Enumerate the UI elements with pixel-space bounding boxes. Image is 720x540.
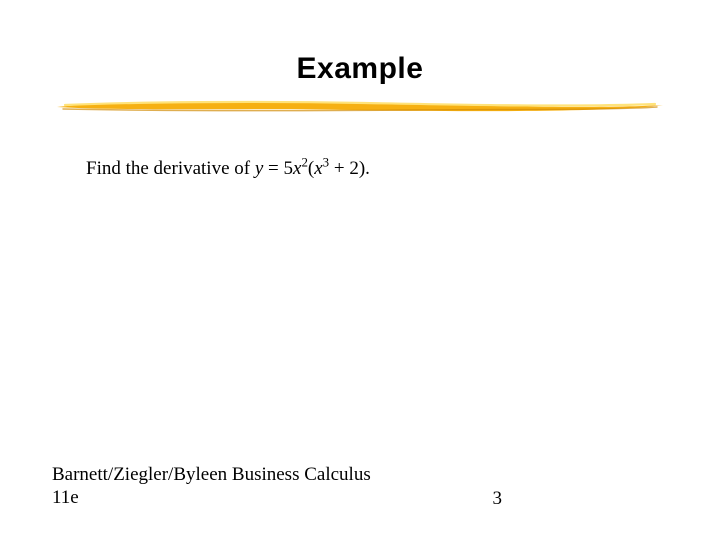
title-underline bbox=[0, 98, 720, 114]
expr-rest: + 2). bbox=[329, 158, 370, 179]
footer-credit: Barnett/Ziegler/Byleen Business Calculus… bbox=[52, 463, 371, 511]
problem-statement: Find the derivative of y = 5x2(x3 + 2). bbox=[86, 158, 370, 180]
problem-lead: Find the derivative of bbox=[86, 158, 255, 179]
slide-title: Example bbox=[0, 0, 720, 86]
slide: Example Find the derivative of y = 5x2(x… bbox=[0, 0, 720, 540]
eq-part: = 5 bbox=[263, 158, 293, 179]
brush-underline-icon bbox=[55, 98, 665, 114]
footer-line2: 11e bbox=[52, 486, 371, 510]
footer-line1: Barnett/Ziegler/Byleen Business Calculus bbox=[52, 463, 371, 487]
var-x2: x bbox=[314, 158, 322, 179]
page-number: 3 bbox=[493, 488, 503, 510]
